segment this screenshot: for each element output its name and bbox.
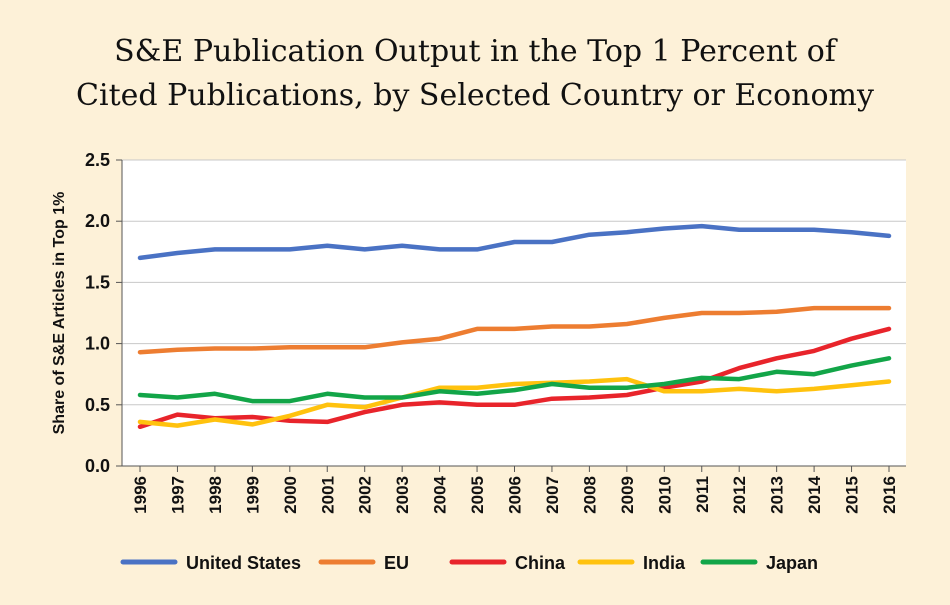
series-lines bbox=[137, 223, 892, 430]
y-tick-label: 0.5 bbox=[85, 395, 110, 415]
series-line-eu bbox=[137, 305, 892, 355]
x-tick-label: 2011 bbox=[693, 476, 712, 513]
x-tick-label: 2015 bbox=[843, 476, 862, 514]
y-tick-label: 1.5 bbox=[85, 272, 110, 292]
y-tick-label: 0.0 bbox=[85, 456, 110, 476]
x-tick-label: 2016 bbox=[880, 476, 899, 514]
chart-title-line-1: S&E Publication Output in the Top 1 Perc… bbox=[114, 34, 836, 69]
x-tick-label: 2002 bbox=[356, 476, 375, 514]
x-tick-label: 1996 bbox=[131, 476, 150, 514]
plot-area bbox=[122, 160, 906, 466]
chart-title-line-2: Cited Publications, by Selected Country … bbox=[76, 78, 874, 113]
x-tick-label: 2005 bbox=[468, 476, 487, 514]
series-line-united-states bbox=[137, 223, 892, 261]
x-tick-label: 1999 bbox=[243, 476, 262, 514]
legend: United States EU China India Japan bbox=[120, 553, 818, 573]
x-tick-label: 2007 bbox=[543, 476, 562, 514]
legend-label-india: India bbox=[643, 553, 686, 573]
y-tick-labels: 0.0 0.5 1.0 1.5 2.0 2.5 bbox=[85, 150, 110, 476]
x-tick-label: 2009 bbox=[618, 476, 637, 514]
y-tick-label: 2.5 bbox=[85, 150, 110, 170]
x-tick-labels: 1996 1997 1998 1999 2000 2001 2002 2003 2004 2005… bbox=[131, 475, 899, 513]
x-tick-label: 2004 bbox=[431, 475, 450, 513]
y-tick-label: 2.0 bbox=[85, 211, 110, 231]
legend-label-eu: EU bbox=[384, 553, 409, 573]
x-tick-label: 2012 bbox=[730, 476, 749, 514]
x-tick-label: 2008 bbox=[580, 476, 599, 514]
x-tick-label: 2003 bbox=[393, 476, 412, 514]
series-line-japan bbox=[137, 356, 892, 404]
series-line-china bbox=[137, 326, 892, 430]
chart-title: S&E Publication Output in the Top 1 Perc… bbox=[0, 30, 950, 118]
x-tick-label: 2006 bbox=[506, 476, 525, 514]
y-tick-label: 1.0 bbox=[85, 334, 110, 354]
x-tick-label: 2014 bbox=[805, 475, 824, 513]
legend-label-china: China bbox=[515, 553, 566, 573]
x-tick-label: 2001 bbox=[318, 476, 337, 514]
legend-label-united-states: United States bbox=[186, 553, 301, 573]
legend-label-japan: Japan bbox=[766, 553, 818, 573]
x-tick-label: 2013 bbox=[768, 476, 787, 514]
x-tick-label: 1998 bbox=[206, 476, 225, 514]
x-tick-label: 2000 bbox=[281, 476, 300, 514]
series-line-india bbox=[137, 376, 892, 428]
y-axis-label: Share of S&E Articles in Top 1% bbox=[51, 192, 68, 435]
x-tick-label: 1997 bbox=[168, 476, 187, 514]
x-tick-label: 2010 bbox=[655, 476, 674, 514]
axes bbox=[116, 159, 906, 472]
